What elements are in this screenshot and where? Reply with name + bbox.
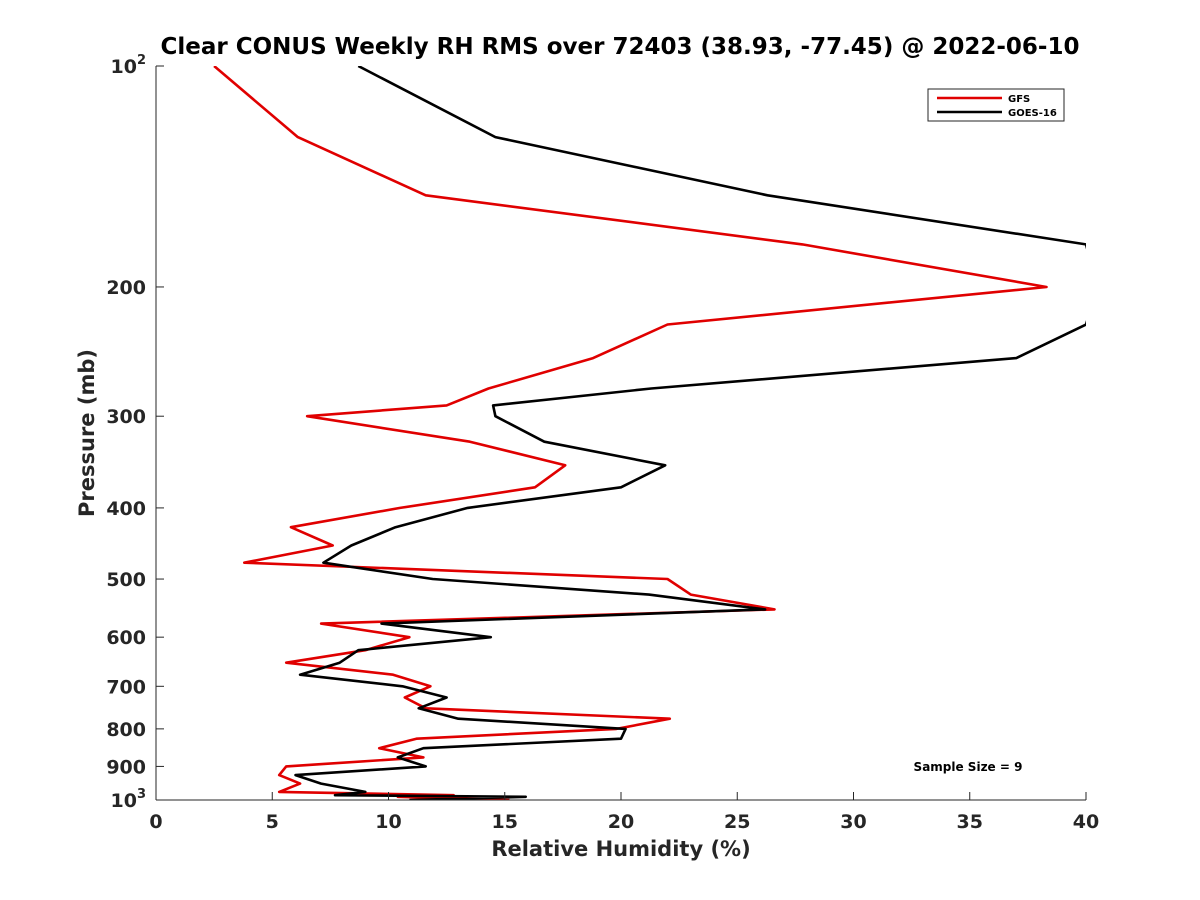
- axes-layer: 0 5 10 15 20 25 30 35 40 102 200 300 400 500 600 700 800…: [106, 53, 1099, 833]
- y-tick-label: 500: [106, 569, 146, 591]
- y-tick-label: 400: [106, 498, 146, 520]
- series-line-goes-16: [294, 66, 1086, 800]
- x-axis-label: Relative Humidity (%): [491, 837, 750, 861]
- x-tick-label: 5: [266, 811, 279, 833]
- x-tick-label: 35: [957, 811, 983, 833]
- y-axis-label: Pressure (mb): [75, 349, 99, 517]
- sample-size-annotation: Sample Size = 9: [914, 760, 1023, 774]
- x-tick-label: 30: [840, 811, 866, 833]
- chart-title: Clear CONUS Weekly RH RMS over 72403 (38…: [161, 34, 1080, 60]
- legend-label-gfs: GFS: [1008, 94, 1030, 105]
- x-tick-label: 25: [724, 811, 750, 833]
- x-tick-label: 0: [149, 811, 162, 833]
- y-tick-label: 103: [111, 787, 147, 812]
- y-tick-label: 800: [106, 719, 146, 741]
- plot-area: [156, 66, 1086, 800]
- legend-box: [927, 88, 1065, 122]
- x-tick-label: 40: [1073, 811, 1099, 833]
- y-tick-label: 900: [106, 756, 146, 778]
- x-tick-label: 10: [375, 811, 401, 833]
- legend-label-goes-16: GOES-16: [1008, 108, 1057, 119]
- y-tick-label: 700: [106, 676, 146, 698]
- y-tick-label: 600: [106, 627, 146, 649]
- legend: GFS GOES-16: [927, 88, 1065, 122]
- y-tick-label: 200: [106, 277, 146, 299]
- series-layer: [213, 66, 1086, 800]
- x-tick-label: 20: [608, 811, 634, 833]
- x-tick-label: 15: [492, 811, 518, 833]
- y-tick-label: 300: [106, 406, 146, 428]
- y-tick-label: 102: [111, 53, 147, 78]
